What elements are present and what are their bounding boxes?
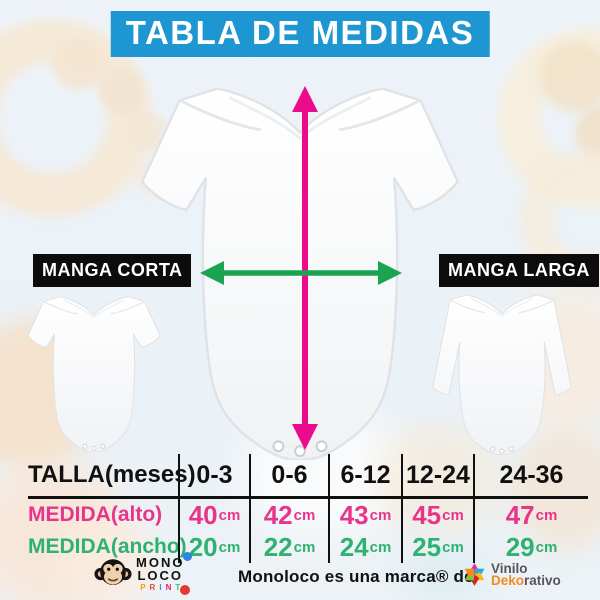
- page-title: TABLA DE MEDIDAS: [110, 11, 490, 57]
- monoloco-word: LOCO: [137, 568, 183, 583]
- pinwheel-icon: [464, 563, 485, 586]
- table-header-col: 24-36: [473, 454, 588, 499]
- table-cell: 29 cm: [473, 531, 588, 563]
- background-toy-blob: [540, 42, 600, 112]
- vinilo-line1: Vinilo: [491, 560, 528, 576]
- long-sleeve-bodysuit-image: [426, 286, 578, 455]
- table-cell: 25 cm: [401, 531, 473, 563]
- table-header-size-label: TALLA(meses): [28, 454, 196, 499]
- table-header-col: 12-24: [401, 454, 473, 499]
- monoloco-logo: MONO LOCO P R I N T: [94, 552, 193, 595]
- table-cell: 42 cm: [249, 499, 328, 531]
- vinilo-dekorativo-logo: Vinilo Dekorativo: [461, 561, 561, 588]
- vinilo-wordmark: Vinilo Dekorativo: [491, 560, 561, 588]
- table-cell: 43 cm: [328, 499, 401, 531]
- table-cell: 22 cm: [249, 531, 328, 563]
- brand-statement: Monoloco es una marca® de: [238, 567, 474, 586]
- monkey-icon: [94, 559, 132, 585]
- table-cell: 47 cm: [473, 499, 588, 531]
- paint-splat-icon: [180, 585, 191, 595]
- monoloco-print-word: P R I N T: [140, 583, 181, 592]
- table-row-label-width: MEDIDA(ancho): [28, 535, 187, 558]
- long-sleeve-label: MANGA LARGA: [439, 254, 599, 287]
- table-cell: 24 cm: [328, 531, 401, 563]
- table-cell: 40 cm: [178, 499, 249, 531]
- background-toy-blob: [52, 38, 104, 90]
- table-header-col: 0-3: [178, 454, 249, 499]
- table-cell: 45 cm: [401, 499, 473, 531]
- paint-splat-icon: [183, 552, 193, 561]
- vinilo-line2: Dekorativo: [491, 572, 561, 588]
- background-toy-blob: [498, 28, 600, 208]
- background-toy-blob: [575, 105, 600, 163]
- monoloco-word: MONO: [136, 555, 185, 570]
- short-sleeve-label: MANGA CORTA: [33, 254, 192, 287]
- table-header-col: 6-12: [328, 454, 401, 499]
- table-header-col: 0-6: [249, 454, 328, 499]
- short-sleeve-bodysuit-image: [20, 288, 168, 452]
- size-table: TALLA(meses) 0-3 0-6 6-12 12-24 24-36 ME…: [28, 454, 588, 563]
- table-cell: 20 cm: [178, 531, 249, 563]
- table-row-label-height: MEDIDA(alto): [28, 503, 163, 526]
